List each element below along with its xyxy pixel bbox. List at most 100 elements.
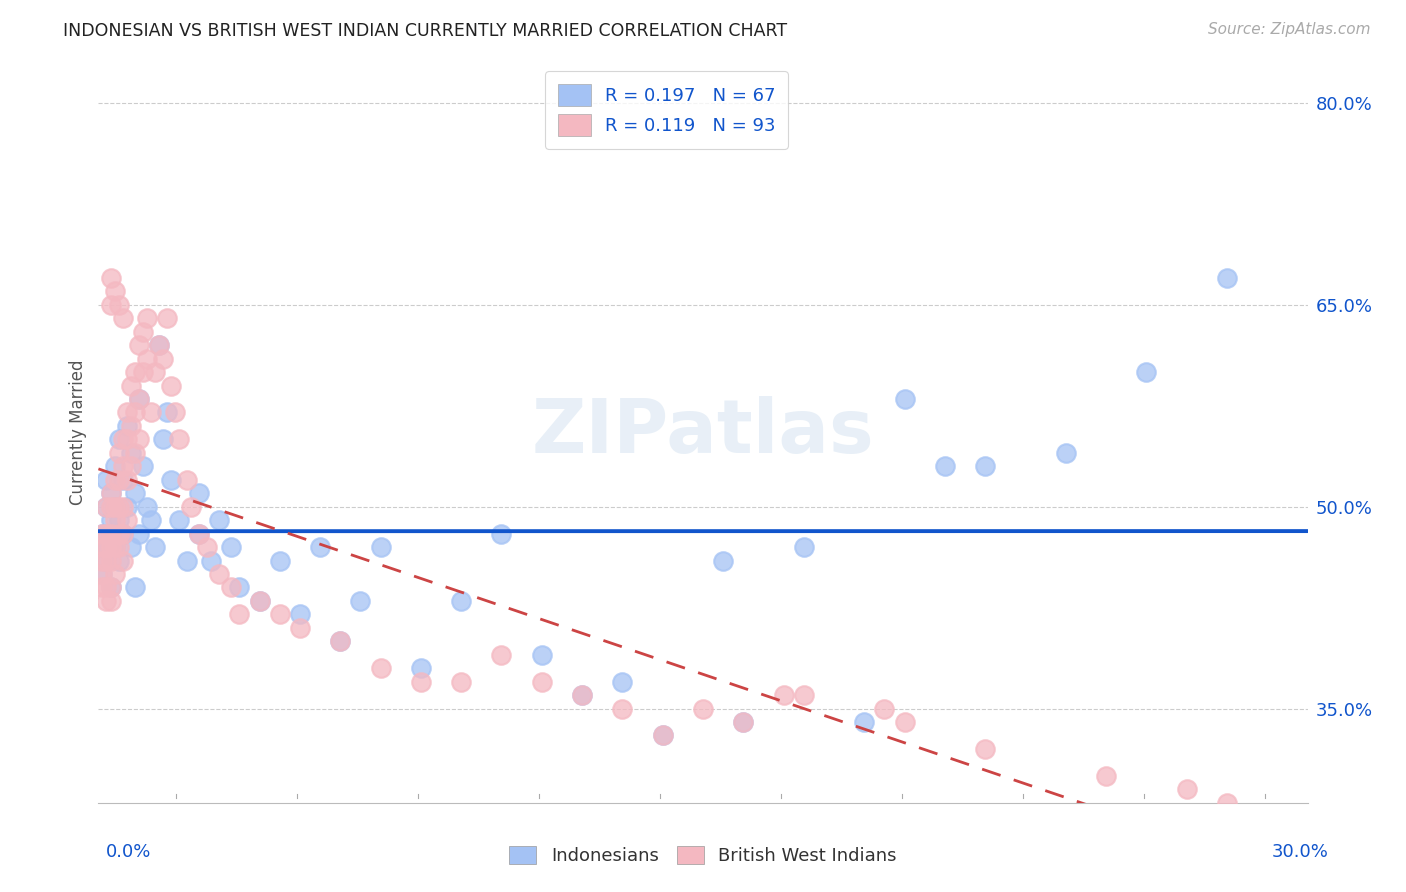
Point: [103, 285, 125, 299]
Point: [1216, 796, 1239, 810]
Point: [135, 311, 157, 326]
Point: [208, 566, 231, 581]
Point: [1216, 270, 1239, 285]
Point: [1095, 769, 1118, 783]
Point: [96, 500, 118, 514]
Point: [100, 526, 122, 541]
Point: [100, 500, 122, 514]
Point: [176, 553, 198, 567]
Point: [96, 594, 118, 608]
Point: [974, 742, 997, 756]
Point: [111, 459, 134, 474]
Point: [96, 553, 118, 567]
Point: [651, 729, 673, 743]
Point: [96, 540, 118, 554]
Point: [107, 298, 129, 312]
Point: [288, 607, 311, 622]
Point: [100, 298, 122, 312]
Point: [793, 688, 815, 702]
Point: [120, 418, 142, 433]
Point: [530, 674, 553, 689]
Point: [571, 688, 593, 702]
Point: [111, 553, 134, 567]
Point: [176, 473, 198, 487]
Point: [115, 418, 138, 433]
Point: [772, 688, 794, 702]
Point: [96, 553, 118, 567]
Point: [91, 526, 114, 541]
Point: [128, 392, 150, 406]
Legend: Indonesians, British West Indians: Indonesians, British West Indians: [502, 838, 904, 872]
Point: [103, 500, 125, 514]
Point: [450, 674, 472, 689]
Point: [96, 581, 118, 595]
Point: [120, 378, 142, 392]
Point: [893, 714, 915, 729]
Point: [120, 446, 142, 460]
Point: [733, 714, 755, 729]
Point: [160, 473, 183, 487]
Point: [111, 500, 134, 514]
Point: [100, 553, 122, 567]
Point: [107, 433, 129, 447]
Point: [91, 526, 114, 541]
Point: [491, 526, 513, 541]
Point: [893, 392, 915, 406]
Point: [91, 553, 114, 567]
Point: [115, 405, 138, 419]
Y-axis label: Currently Married: Currently Married: [69, 359, 87, 506]
Point: [329, 634, 352, 648]
Point: [132, 459, 155, 474]
Point: [100, 513, 122, 527]
Point: [91, 540, 114, 554]
Point: [128, 338, 150, 352]
Point: [409, 674, 432, 689]
Point: [450, 594, 472, 608]
Point: [100, 540, 122, 554]
Point: [128, 392, 150, 406]
Legend: R = 0.197   N = 67, R = 0.119   N = 93: R = 0.197 N = 67, R = 0.119 N = 93: [546, 71, 789, 149]
Text: 0.0%: 0.0%: [105, 843, 150, 861]
Point: [107, 526, 129, 541]
Point: [208, 513, 231, 527]
Text: Source: ZipAtlas.com: Source: ZipAtlas.com: [1208, 22, 1371, 37]
Point: [91, 566, 114, 581]
Point: [692, 701, 714, 715]
Point: [132, 325, 155, 339]
Point: [115, 473, 138, 487]
Point: [733, 714, 755, 729]
Point: [100, 486, 122, 500]
Point: [103, 500, 125, 514]
Point: [132, 365, 155, 379]
Point: [107, 473, 129, 487]
Point: [409, 661, 432, 675]
Point: [221, 540, 243, 554]
Point: [853, 714, 876, 729]
Point: [309, 540, 332, 554]
Point: [160, 378, 183, 392]
Point: [148, 338, 170, 352]
Point: [139, 405, 162, 419]
Point: [200, 553, 222, 567]
Point: [934, 459, 956, 474]
Point: [103, 540, 125, 554]
Point: [221, 581, 243, 595]
Point: [128, 433, 150, 447]
Point: [120, 540, 142, 554]
Point: [188, 526, 211, 541]
Point: [91, 540, 114, 554]
Point: [115, 513, 138, 527]
Point: [111, 526, 134, 541]
Point: [228, 581, 250, 595]
Point: [188, 486, 211, 500]
Point: [711, 553, 734, 567]
Point: [873, 701, 896, 715]
Point: [139, 513, 162, 527]
Point: [100, 581, 122, 595]
Point: [1054, 446, 1077, 460]
Point: [530, 648, 553, 662]
Point: [1135, 365, 1157, 379]
Point: [156, 311, 179, 326]
Point: [128, 526, 150, 541]
Point: [152, 433, 174, 447]
